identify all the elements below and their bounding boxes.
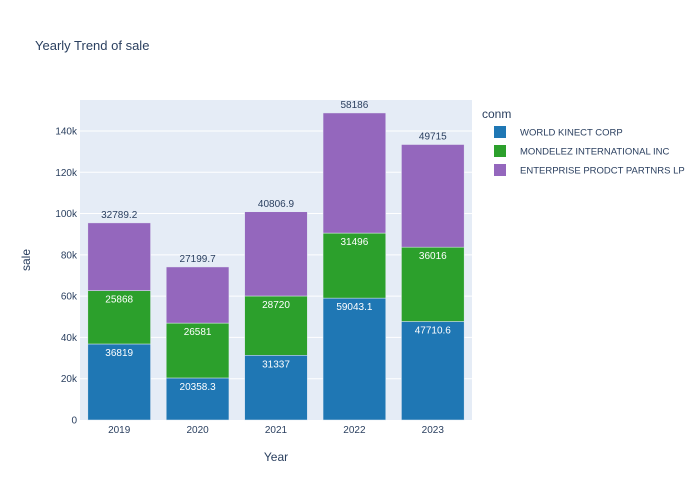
x-axis-title: Year (264, 450, 288, 464)
y-axis: 0 20k 40k 60k 80k 100k 120k 140k (55, 126, 78, 426)
y-tick-label: 40k (61, 333, 78, 344)
bar-value-label: 36819 (105, 348, 133, 359)
y-axis-title: sale (19, 249, 33, 271)
x-tick-label: 2021 (265, 425, 288, 436)
bar-value-label: 20358.3 (180, 382, 217, 393)
x-tick-label: 2022 (343, 425, 366, 436)
x-tick-label: 2023 (422, 425, 445, 436)
y-tick-label: 80k (61, 250, 78, 261)
x-tick-label: 2020 (186, 425, 209, 436)
legend-title: conm (482, 107, 511, 121)
bar-segment[interactable] (244, 211, 308, 297)
y-tick-label: 60k (61, 292, 78, 303)
legend-item-label[interactable]: MONDELEZ INTERNATIONAL INC (520, 147, 670, 158)
bar-segment[interactable] (322, 112, 387, 234)
bar-value-label: 27199.7 (180, 254, 217, 265)
y-tick-label: 0 (71, 416, 77, 427)
bar-value-label: 49715 (419, 132, 447, 143)
bar-segment[interactable] (401, 246, 465, 322)
y-tick-label: 100k (55, 209, 78, 220)
bar-segment[interactable] (165, 377, 230, 421)
bar-value-label: 58186 (340, 100, 368, 111)
bar-value-label: 28720 (262, 300, 290, 311)
bar-segment[interactable] (165, 322, 230, 379)
x-axis: 2019 2020 2021 2022 2023 (108, 425, 444, 436)
legend-item-label[interactable]: WORLD KINECT CORP (520, 128, 623, 139)
x-tick-label: 2019 (108, 425, 131, 436)
bar-value-label: 31496 (340, 237, 368, 248)
legend-swatch[interactable] (494, 126, 506, 138)
bar-segment[interactable] (244, 355, 308, 421)
bar-value-label: 40806.9 (258, 199, 295, 210)
legend-swatch[interactable] (494, 164, 506, 176)
bar-segment[interactable] (401, 144, 465, 248)
legend-item-label[interactable]: ENTERPRISE PRODCT PARTNRS LP (520, 166, 685, 177)
y-tick-label: 140k (55, 126, 78, 137)
bar-segment[interactable] (322, 232, 387, 299)
bar-segment[interactable] (322, 297, 387, 421)
bar-segment[interactable] (401, 321, 465, 421)
bars (87, 112, 465, 421)
bar-value-label: 25868 (105, 295, 133, 306)
bar-value-label: 47710.6 (415, 326, 452, 337)
bar-segment[interactable] (87, 290, 151, 345)
bar-segment[interactable] (244, 295, 308, 356)
bar-value-label: 26581 (184, 327, 212, 338)
bar-value-label: 59043.1 (336, 302, 373, 313)
bar-labels: 36819 20358.3 31337 59043.1 47710.6 25868 2658… (101, 100, 451, 393)
bar-value-label: 32789.2 (101, 210, 138, 221)
bar-segment[interactable] (87, 222, 151, 291)
bar-value-label: 36016 (419, 251, 447, 262)
y-tick-label: 120k (55, 168, 78, 179)
y-tick-label: 20k (61, 374, 78, 385)
bar-value-label: 31337 (262, 359, 290, 370)
legend[interactable]: conm WORLD KINECT CORP MONDELEZ INTERNATI… (482, 107, 685, 177)
legend-swatch[interactable] (494, 145, 506, 157)
bar-segment[interactable] (165, 266, 230, 324)
chart-title: Yearly Trend of sale (35, 38, 149, 53)
